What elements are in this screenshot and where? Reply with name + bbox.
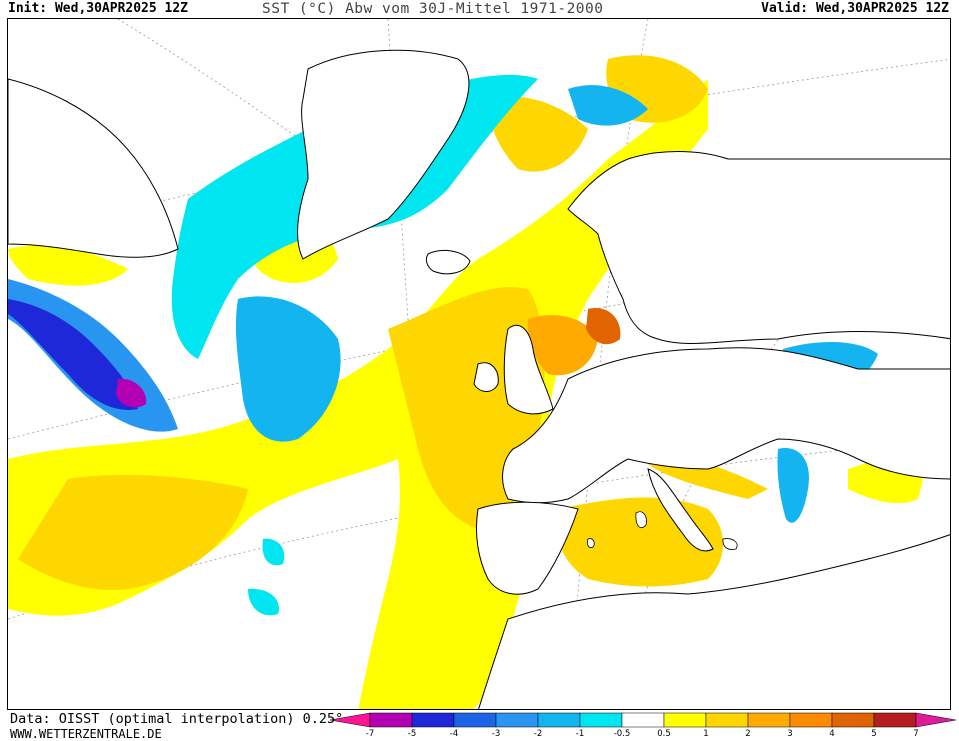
legend-tick-label: 3 — [787, 729, 793, 739]
legend-colorbar — [330, 712, 956, 728]
legend-swatch — [831, 712, 875, 728]
legend-tick-label: 1 — [703, 729, 709, 739]
legend-tick-label: 7 — [913, 729, 919, 739]
legend-tick-label: -5 — [407, 729, 417, 739]
legend-swatch — [579, 712, 623, 728]
legend-swatch — [621, 712, 665, 728]
legend-tick-label: -7 — [365, 729, 375, 739]
legend-swatch — [495, 712, 539, 728]
valid-time-label: Valid: Wed,30APR2025 12Z — [761, 1, 949, 16]
landmasses — [8, 49, 950, 709]
warm-anomaly-field — [8, 55, 928, 709]
legend-tick-labels: -7 -5 -4 -3 -2 -1 -0.5 0.5 1 2 3 4 5 7 — [330, 729, 956, 741]
map-frame — [7, 18, 951, 710]
legend-swatch — [663, 712, 707, 728]
legend-swatch — [747, 712, 791, 728]
legend-tick-label: 4 — [829, 729, 835, 739]
map-title: SST (°C) Abw vom 30J-Mittel 1971-2000 — [262, 1, 604, 17]
data-source-label: Data: OISST (optimal interpolation) 0.25… — [10, 711, 344, 727]
ireland — [473, 362, 499, 392]
legend-tick-label: 2 — [745, 729, 751, 739]
legend-swatch — [537, 712, 581, 728]
init-time-label: Init: Wed,30APR2025 12Z — [8, 1, 189, 16]
iberia — [475, 501, 579, 595]
sst-anomaly-map — [8, 19, 950, 709]
scandinavia — [567, 151, 950, 344]
north-america-coast — [8, 78, 179, 258]
legend-tick-label: 5 — [871, 729, 877, 739]
legend-swatch — [705, 712, 749, 728]
continental-europe — [502, 347, 950, 504]
legend-swatch — [873, 712, 917, 728]
north-africa — [478, 534, 950, 709]
legend-tick-label: -3 — [491, 729, 501, 739]
legend-tick-label: -0.5 — [613, 729, 631, 739]
legend-tick-label: -1 — [575, 729, 585, 739]
small-islands — [586, 511, 738, 550]
legend-tick-label: -4 — [449, 729, 459, 739]
legend-tick-label: 0.5 — [657, 729, 671, 739]
website-credit: WWW.WETTERZENTRALE.DE — [10, 727, 162, 741]
italy — [647, 468, 714, 552]
iceland — [425, 250, 471, 275]
legend-swatch — [453, 712, 497, 728]
british-isles — [503, 324, 554, 415]
legend-swatch — [789, 712, 833, 728]
legend-swatch — [369, 712, 413, 728]
greenland — [297, 49, 470, 260]
legend-swatch — [411, 712, 455, 728]
legend-tick-label: -2 — [533, 729, 543, 739]
legend-swatch-above-max — [915, 712, 956, 728]
